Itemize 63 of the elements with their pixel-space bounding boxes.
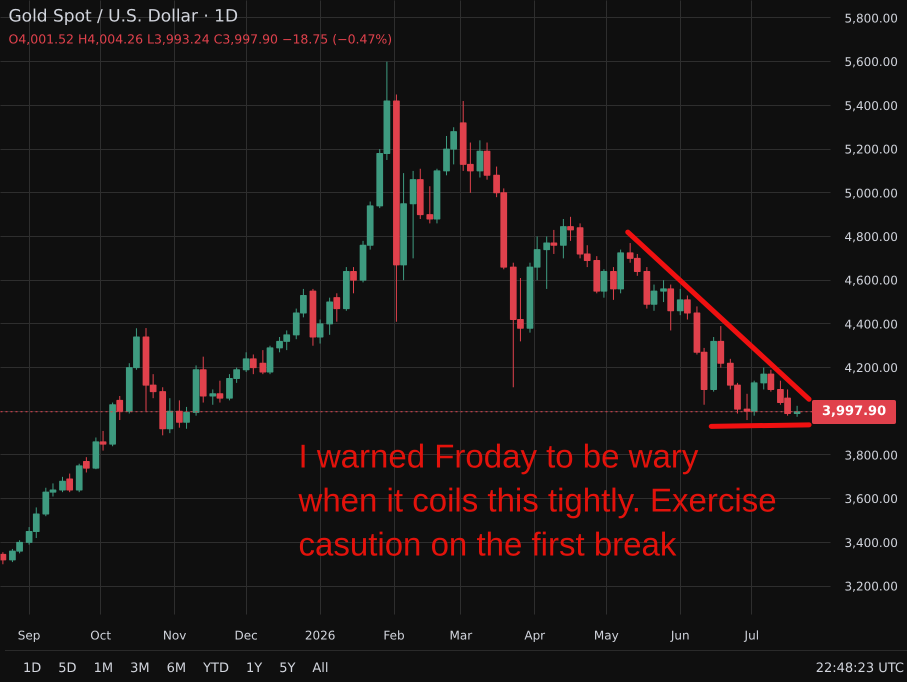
y-tick-label: 4,800.00 [844,230,898,244]
x-tick-label: Dec [234,628,258,642]
candlestick [567,216,574,242]
candlestick [100,430,106,452]
text: 22:48:23 UTC [816,660,904,678]
candlestick [768,369,774,392]
candlestick [259,350,266,375]
y-tick-label: 5,000.00 [844,186,898,200]
candlestick [794,405,800,418]
candlestick [209,388,216,406]
y-tick-label: 3,600.00 [844,492,898,506]
candlestick [83,456,90,473]
candlestick [250,354,257,375]
candlestick [476,140,484,178]
y-tick-label: 5,600.00 [844,55,898,70]
x-tick-label: Nov [162,628,186,642]
candlestick [59,476,66,493]
text: 1D 5D 1M 3M 6M YTD 1Y 5Y All [23,660,329,676]
candlestick [610,266,617,300]
y-tick-label: 4,200.00 [844,361,898,376]
candlestick [426,186,434,224]
candlestick [667,284,674,331]
candlestick [650,284,658,312]
candlestick [543,236,550,290]
candlestick [550,229,558,254]
candlestick [660,280,667,303]
y-tick-label: 5,800.00 [844,11,898,26]
candlestick [242,352,250,372]
x-tick-label: Jun [670,628,690,642]
candlestick [560,218,567,259]
candlestick [717,326,724,368]
y-tick-label: 5,400.00 [844,98,898,113]
x-tick-label: Jul [744,628,760,642]
y-tick-label: 3,200.00 [844,580,898,594]
candlestick [216,380,224,404]
candlestick [684,294,691,320]
x-tick-label: Oct [90,628,112,642]
candlestick [600,268,608,298]
y-tick-label: 4,600.00 [844,274,898,288]
candlestick [0,552,6,565]
y-tick-label: 4,400.00 [844,317,898,332]
x-tick-label: Mar [449,628,472,642]
x-tick-label: Feb [383,628,405,642]
candlestick [326,297,333,336]
chart-title: Gold Spot / U.S. Dollar · 1D [8,6,238,26]
x-tick-label: May [594,628,619,642]
ref-line-label: 3,997.90 [812,400,896,424]
candlestick [316,319,324,344]
candlestick [66,473,74,493]
candlestick [760,367,768,390]
candlestick [333,292,340,322]
candlestick [183,406,190,430]
annotation: I warned Froday to be wary when it coils this tightly. Exercise casution on the first break [298,438,777,562]
y-tick-label: 3,400.00 [844,536,898,550]
x-tick-label: 2026 [304,628,336,642]
candlestick [350,266,357,294]
y-tick-label: 5,200.00 [844,142,898,157]
x-tick-label: Apr [524,628,546,642]
y-tick-label: 3,800.00 [844,448,898,462]
text: O4,001.52 H4,004.26 L3,993.24 C3,997.90 −18.75 (−0.47%) [8,32,392,46]
candlestick [676,288,684,316]
x-tick-label: Sep [18,628,40,642]
candlestick [166,398,174,434]
